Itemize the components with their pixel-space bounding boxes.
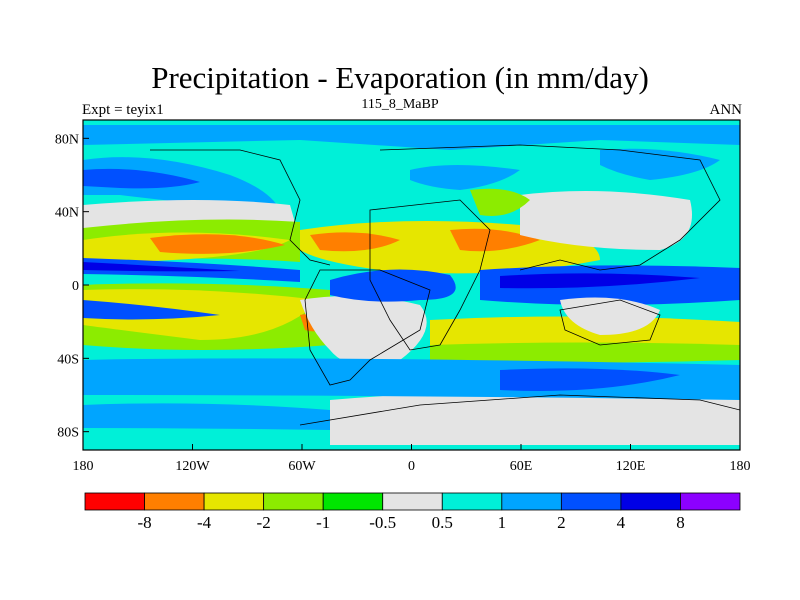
colorbar-labels: -8 -4 -2 -1 -0.5 0.5 1 2 4 8 [137, 513, 684, 532]
siberia-band [600, 148, 720, 180]
south-asia-green [470, 188, 530, 216]
x-tick-label: 60E [510, 459, 533, 474]
colorbar-box [144, 492, 205, 511]
colorbar-label: 4 [617, 513, 626, 532]
colorbar-label: 1 [498, 513, 507, 532]
coast-south-america [304, 269, 431, 386]
colorbar-label: -8 [137, 513, 151, 532]
coastlines [150, 144, 740, 426]
colorbar-box [203, 492, 265, 511]
season-label: ANN [709, 102, 743, 118]
south-america-grey [300, 296, 427, 366]
colorbar-box [84, 492, 145, 511]
coast-australia [559, 299, 661, 346]
colorbar-label: -1 [316, 513, 330, 532]
colorbar-box [501, 492, 562, 511]
colorbar-label: -2 [257, 513, 271, 532]
north-atlantic-band [410, 165, 520, 190]
latitude-axis: 80N 40N 0 40S 80S [55, 132, 89, 441]
colorbar-label: -4 [197, 513, 212, 532]
colorbar-boxes [84, 492, 741, 511]
southern-ocean-blue-3 [83, 403, 330, 430]
north-africa-orange-1 [310, 232, 400, 252]
y-tick-label: 80N [55, 132, 79, 147]
x-tick-label: 60W [288, 459, 316, 474]
longitude-axis: 180 120W 60W 0 60E 120E 180 [73, 444, 751, 474]
coast-antarctica [299, 394, 740, 426]
southern-ocean-blue-2 [500, 368, 680, 391]
colorbar-box [382, 492, 443, 511]
coast-africa [369, 199, 491, 351]
australia-grey [560, 297, 660, 335]
colorbar-box [441, 492, 503, 511]
colorbar-box [322, 492, 384, 511]
itcz-pacific-east-core [83, 262, 240, 272]
colorbar-box [620, 492, 681, 511]
north-pacific-core [83, 168, 200, 189]
indian-ocean-core [500, 273, 700, 289]
south-america-blue [330, 269, 456, 302]
colorbar-box [680, 492, 741, 511]
colorbar-box [560, 492, 622, 511]
north-africa-orange-2 [450, 228, 540, 252]
coast-north-america [150, 149, 331, 266]
colorbar-box [263, 492, 324, 511]
colorbar-label: 2 [557, 513, 566, 532]
plot-title: Precipitation - Evaporation (in mm/day) [151, 60, 649, 95]
time-label: 115_8_MaBP [361, 97, 439, 112]
s-indian-green [430, 342, 740, 363]
x-tick-label: 0 [408, 459, 415, 474]
y-tick-label: 80S [57, 426, 79, 441]
colorbar-label: -0.5 [369, 513, 396, 532]
x-tick-label: 120W [175, 459, 210, 474]
x-tick-label: 180 [730, 459, 751, 474]
n-subtropics-orange [150, 234, 285, 254]
s-pacific-blue [83, 300, 220, 320]
x-tick-label: 180 [73, 459, 94, 474]
colorbar-label: 8 [676, 513, 685, 532]
coast-eurasia [379, 144, 721, 271]
colorbar-label: 0.5 [432, 513, 453, 532]
map-field [83, 120, 740, 450]
arctic-band [83, 125, 740, 150]
x-tick-label: 120E [616, 459, 646, 474]
y-tick-label: 0 [72, 279, 79, 294]
y-tick-label: 40S [57, 352, 79, 367]
experiment-label: Expt = teyix1 [82, 102, 164, 118]
asia-grey [520, 191, 692, 250]
y-tick-label: 40N [55, 206, 79, 221]
